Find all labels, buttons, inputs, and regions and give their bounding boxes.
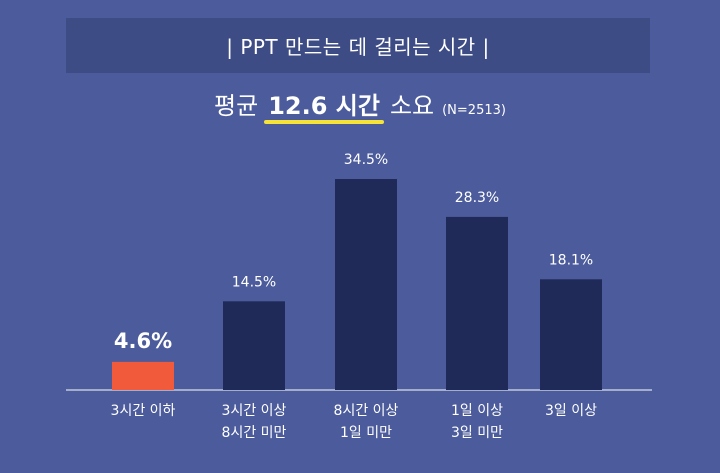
category-label-3-line-2: 1일 미만: [340, 425, 392, 441]
bar-4: [446, 216, 508, 390]
category-label-5-line-1: 3일 이상: [545, 403, 597, 419]
bar-1: [112, 361, 174, 390]
highlight-underline: [264, 120, 384, 124]
subtitle-suffix: 소요: [389, 92, 435, 120]
category-label-1-line-1: 3시간 이하: [111, 403, 176, 419]
category-label-4-line-2: 3일 미만: [451, 425, 503, 441]
chart-title: | PPT 만드는 데 걸리는 시간 |: [226, 35, 490, 59]
category-label-4-line-1: 1일 이상: [451, 403, 503, 419]
value-label-1: 4.6%: [114, 329, 172, 353]
subtitle-highlight-text: 12.6 시간: [268, 92, 380, 120]
bar-3: [335, 179, 397, 390]
value-label-3: 34.5%: [344, 152, 388, 168]
category-label-2-line-2: 8시간 미만: [222, 425, 287, 441]
subtitle-prefix: 평균: [214, 92, 259, 120]
bar-2: [223, 301, 285, 390]
sample-size: (N=2513): [442, 103, 506, 118]
value-label-2: 14.5%: [232, 274, 276, 290]
value-label-4: 28.3%: [455, 190, 499, 206]
category-label-3-line-1: 8시간 이상: [334, 403, 399, 419]
value-label-5: 18.1%: [549, 252, 593, 268]
subtitle-highlight: 12.6 시간: [264, 86, 384, 124]
title-bar: | PPT 만드는 데 걸리는 시간 |: [66, 18, 650, 73]
category-label-2-line-1: 3시간 이상: [222, 403, 287, 419]
subtitle: 평균 12.6 시간 소요 (N=2513): [0, 86, 720, 126]
bar-5: [540, 279, 602, 390]
